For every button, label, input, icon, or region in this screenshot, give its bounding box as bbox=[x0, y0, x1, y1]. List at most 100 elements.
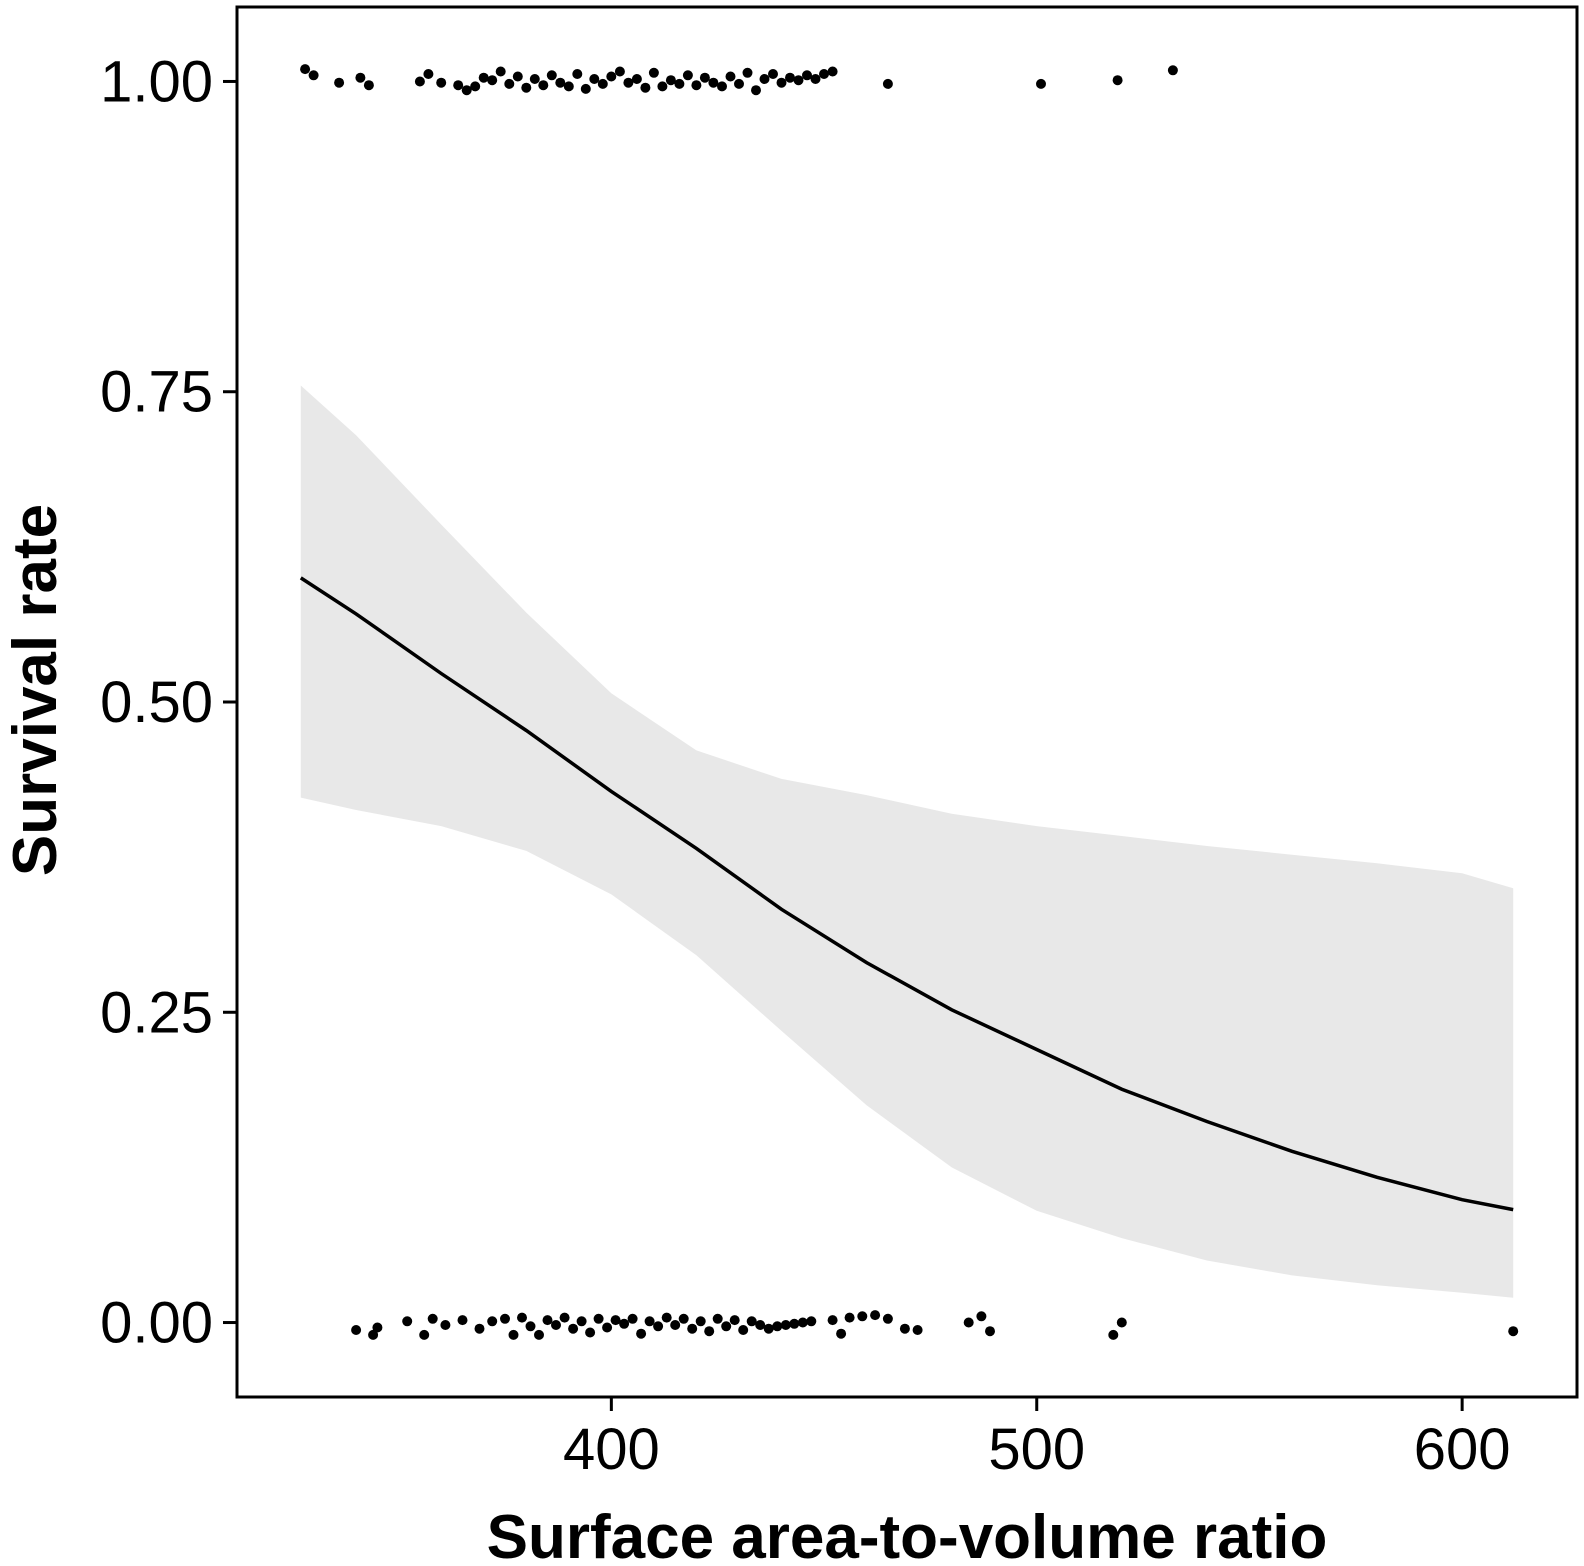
data-point bbox=[551, 1320, 561, 1330]
data-point bbox=[334, 77, 345, 88]
data-point bbox=[1167, 65, 1178, 76]
data-point bbox=[734, 78, 744, 89]
y-tick-label: 1.00 bbox=[100, 49, 213, 114]
data-point bbox=[512, 71, 523, 82]
data-point bbox=[529, 74, 540, 84]
data-point bbox=[508, 1329, 519, 1340]
data-point bbox=[487, 75, 498, 86]
data-point bbox=[534, 1329, 544, 1340]
y-tick-label: 0.00 bbox=[100, 1291, 213, 1356]
data-point bbox=[661, 1312, 672, 1323]
data-point bbox=[912, 1325, 923, 1335]
data-point bbox=[636, 1328, 647, 1339]
data-point bbox=[572, 69, 583, 79]
data-point bbox=[755, 1320, 766, 1330]
y-tick-label: 0.50 bbox=[100, 670, 213, 735]
data-point bbox=[772, 1321, 783, 1332]
data-point bbox=[351, 1325, 362, 1335]
data-point bbox=[576, 1316, 587, 1327]
data-point bbox=[546, 70, 557, 81]
data-point bbox=[1112, 75, 1123, 86]
data-point bbox=[308, 70, 319, 81]
data-point bbox=[478, 72, 489, 83]
data-point bbox=[521, 82, 532, 93]
data-point bbox=[648, 67, 659, 78]
data-point bbox=[453, 80, 464, 91]
data-point bbox=[563, 81, 574, 92]
data-point bbox=[653, 1321, 664, 1332]
data-point bbox=[768, 69, 778, 79]
data-point bbox=[495, 66, 506, 77]
data-point bbox=[461, 85, 472, 96]
data-point bbox=[738, 1325, 749, 1335]
data-point bbox=[793, 75, 804, 86]
data-point bbox=[759, 74, 770, 84]
data-point bbox=[427, 1313, 438, 1324]
data-point bbox=[708, 77, 719, 88]
data-point bbox=[780, 1320, 791, 1330]
data-point bbox=[704, 1326, 715, 1337]
data-point bbox=[763, 1323, 774, 1334]
data-point bbox=[606, 71, 617, 82]
data-point bbox=[882, 78, 893, 89]
data-point bbox=[810, 74, 821, 84]
data-point bbox=[631, 74, 642, 84]
data-point bbox=[1036, 78, 1046, 89]
data-point bbox=[619, 1318, 630, 1329]
x-tick-label: 600 bbox=[1414, 1417, 1511, 1482]
data-point bbox=[678, 1313, 689, 1324]
data-point bbox=[695, 1316, 706, 1327]
data-point bbox=[457, 1315, 468, 1326]
data-point bbox=[806, 1316, 817, 1327]
data-point bbox=[436, 77, 447, 88]
data-point bbox=[682, 70, 693, 81]
y-axis-title: Survival rate bbox=[1, 504, 70, 876]
data-point bbox=[585, 1327, 596, 1338]
data-point bbox=[440, 1320, 451, 1330]
data-point bbox=[776, 77, 787, 88]
data-point bbox=[882, 1313, 893, 1324]
data-point bbox=[712, 1313, 723, 1324]
data-point bbox=[963, 1317, 974, 1328]
data-point bbox=[976, 1311, 987, 1322]
data-point bbox=[402, 1316, 413, 1327]
data-point bbox=[670, 1320, 681, 1330]
data-point bbox=[729, 1315, 740, 1326]
data-point bbox=[785, 72, 795, 83]
data-points bbox=[300, 64, 1519, 1340]
data-point bbox=[593, 1313, 604, 1324]
data-point bbox=[487, 1316, 498, 1327]
data-point bbox=[746, 1316, 757, 1327]
data-point bbox=[470, 81, 481, 92]
y-tick-label: 0.75 bbox=[100, 360, 213, 425]
data-point bbox=[1116, 1317, 1127, 1328]
data-point bbox=[525, 1321, 536, 1332]
data-point bbox=[555, 77, 566, 88]
data-point bbox=[640, 82, 651, 93]
data-point bbox=[602, 1322, 613, 1333]
data-point bbox=[610, 1315, 621, 1326]
data-point bbox=[827, 1315, 838, 1326]
data-point bbox=[580, 83, 591, 94]
y-tick-label: 0.25 bbox=[100, 980, 213, 1045]
data-point bbox=[657, 81, 668, 92]
data-point bbox=[819, 69, 829, 79]
data-point bbox=[500, 1313, 510, 1324]
data-point bbox=[665, 75, 676, 86]
data-point bbox=[423, 69, 434, 79]
data-point bbox=[674, 78, 685, 89]
x-axis-title: Surface area-to-volume ratio bbox=[487, 1503, 1328, 1566]
data-point bbox=[538, 80, 549, 91]
data-point bbox=[742, 67, 753, 78]
data-point bbox=[614, 66, 625, 77]
data-point bbox=[414, 76, 425, 87]
data-point bbox=[789, 1318, 800, 1329]
data-point bbox=[751, 85, 761, 96]
data-point bbox=[797, 1317, 808, 1328]
data-point bbox=[589, 74, 600, 84]
data-point bbox=[517, 1312, 527, 1323]
data-point bbox=[899, 1323, 910, 1334]
data-point bbox=[300, 64, 311, 75]
data-point bbox=[687, 1323, 698, 1334]
